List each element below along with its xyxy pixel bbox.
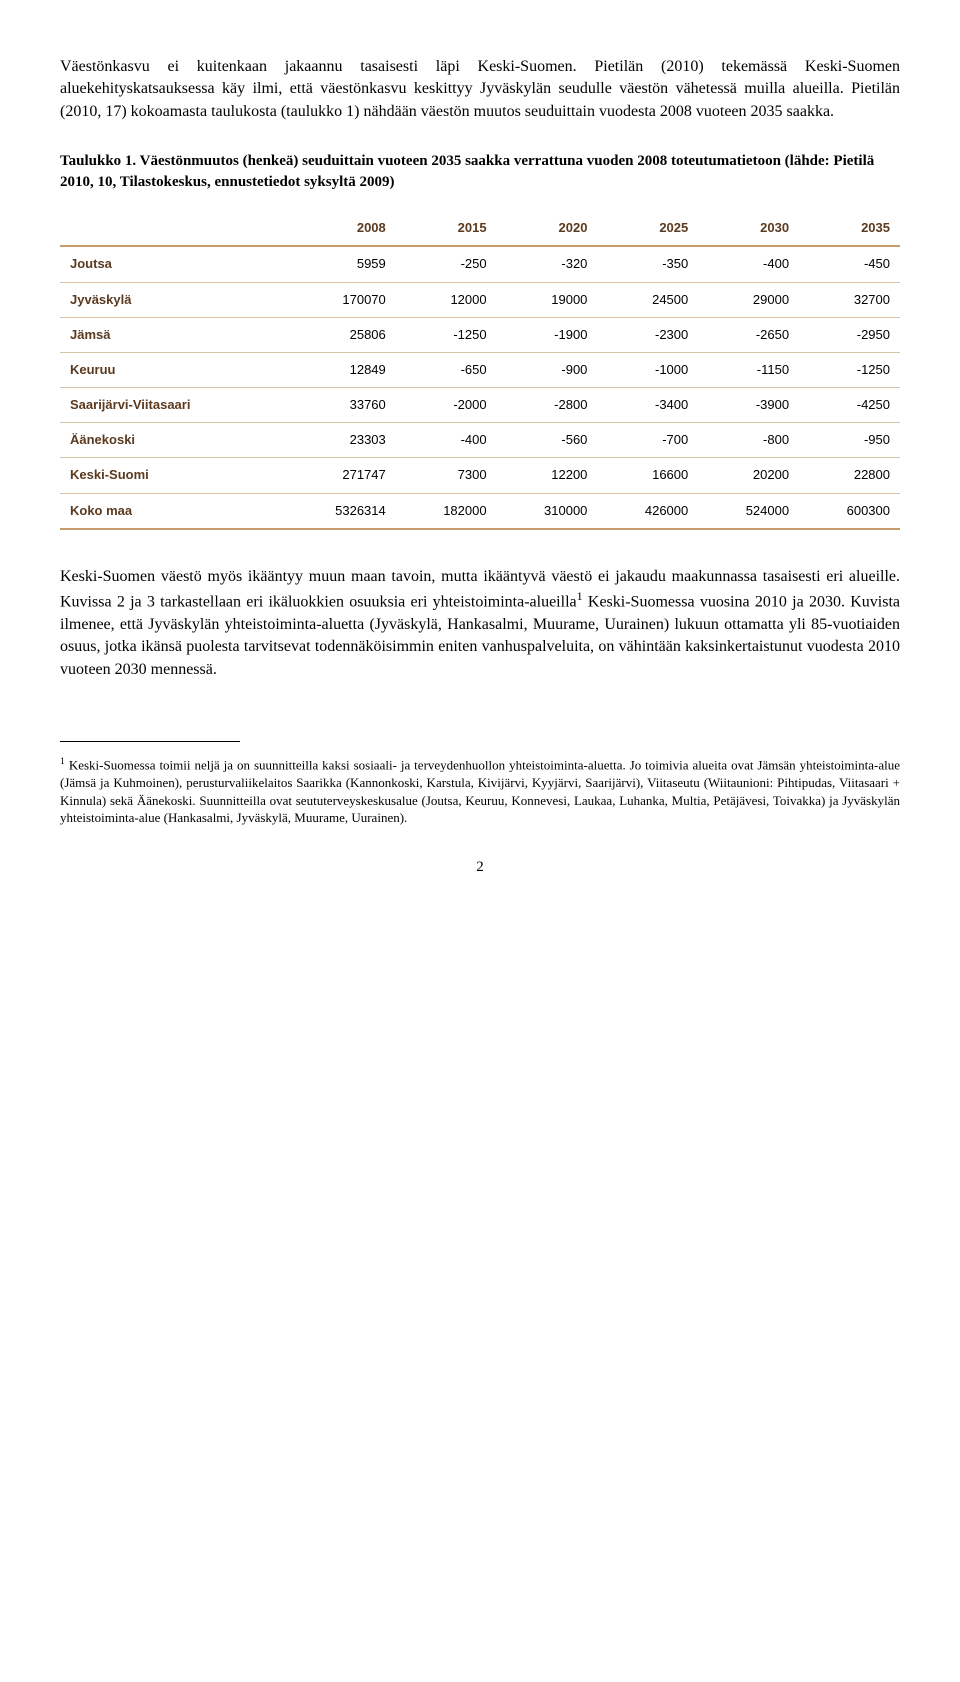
cell-value: 5959 xyxy=(283,246,395,282)
cell-value: 271747 xyxy=(283,458,395,493)
cell-value: 12000 xyxy=(396,282,497,317)
cell-value: 12849 xyxy=(283,352,395,387)
cell-region: Koko maa xyxy=(60,493,283,529)
cell-region: Joutsa xyxy=(60,246,283,282)
cell-value: -400 xyxy=(698,246,799,282)
col-2030: 2030 xyxy=(698,211,799,246)
col-2020: 2020 xyxy=(497,211,598,246)
table-row: Joutsa5959-250-320-350-400-450 xyxy=(60,246,900,282)
cell-value: -800 xyxy=(698,423,799,458)
cell-value: 33760 xyxy=(283,388,395,423)
cell-region: Jämsä xyxy=(60,317,283,352)
cell-value: 22800 xyxy=(799,458,900,493)
cell-value: -4250 xyxy=(799,388,900,423)
cell-value: -350 xyxy=(597,246,698,282)
cell-value: -450 xyxy=(799,246,900,282)
cell-value: -250 xyxy=(396,246,497,282)
cell-value: -1250 xyxy=(396,317,497,352)
cell-region: Äänekoski xyxy=(60,423,283,458)
cell-value: -2000 xyxy=(396,388,497,423)
population-table: 2008 2015 2020 2025 2030 2035 Joutsa5959… xyxy=(60,211,900,530)
table-row: Koko maa53263141820003100004260005240006… xyxy=(60,493,900,529)
cell-value: 20200 xyxy=(698,458,799,493)
cell-value: 12200 xyxy=(497,458,598,493)
cell-value: 24500 xyxy=(597,282,698,317)
footnote-text: Keski-Suomessa toimii neljä ja on suunni… xyxy=(60,757,900,825)
cell-value: -2650 xyxy=(698,317,799,352)
cell-value: -950 xyxy=(799,423,900,458)
cell-value: 524000 xyxy=(698,493,799,529)
table-caption: Taulukko 1. Väestönmuutos (henkeä) seudu… xyxy=(60,151,900,193)
cell-value: -700 xyxy=(597,423,698,458)
footnote-1: 1 Keski-Suomessa toimii neljä ja on suun… xyxy=(60,755,900,827)
cell-value: -560 xyxy=(497,423,598,458)
cell-value: 182000 xyxy=(396,493,497,529)
table-row: Keski-Suomi27174773001220016600202002280… xyxy=(60,458,900,493)
cell-region: Jyväskylä xyxy=(60,282,283,317)
cell-value: -1150 xyxy=(698,352,799,387)
cell-value: -1900 xyxy=(497,317,598,352)
cell-value: 7300 xyxy=(396,458,497,493)
cell-value: 23303 xyxy=(283,423,395,458)
cell-value: 29000 xyxy=(698,282,799,317)
col-2008: 2008 xyxy=(283,211,395,246)
col-2015: 2015 xyxy=(396,211,497,246)
paragraph-1: Väestönkasvu ei kuitenkaan jakaannu tasa… xyxy=(60,56,900,123)
cell-value: -2950 xyxy=(799,317,900,352)
cell-value: -650 xyxy=(396,352,497,387)
table-row: Saarijärvi-Viitasaari33760-2000-2800-340… xyxy=(60,388,900,423)
cell-value: -900 xyxy=(497,352,598,387)
cell-value: -3400 xyxy=(597,388,698,423)
cell-value: 5326314 xyxy=(283,493,395,529)
cell-value: 600300 xyxy=(799,493,900,529)
paragraph-2: Keski-Suomen väestö myös ikääntyy muun m… xyxy=(60,566,900,681)
cell-value: 32700 xyxy=(799,282,900,317)
cell-value: -320 xyxy=(497,246,598,282)
table-row: Keuruu12849-650-900-1000-1150-1250 xyxy=(60,352,900,387)
cell-value: 426000 xyxy=(597,493,698,529)
cell-value: -3900 xyxy=(698,388,799,423)
page-number: 2 xyxy=(60,857,900,878)
table-row: Jyväskylä1700701200019000245002900032700 xyxy=(60,282,900,317)
cell-region: Saarijärvi-Viitasaari xyxy=(60,388,283,423)
cell-value: 170070 xyxy=(283,282,395,317)
cell-region: Keuruu xyxy=(60,352,283,387)
col-region xyxy=(60,211,283,246)
cell-region: Keski-Suomi xyxy=(60,458,283,493)
footnote-separator xyxy=(60,741,240,742)
cell-value: -2300 xyxy=(597,317,698,352)
table-header-row: 2008 2015 2020 2025 2030 2035 xyxy=(60,211,900,246)
cell-value: -1000 xyxy=(597,352,698,387)
col-2025: 2025 xyxy=(597,211,698,246)
cell-value: 16600 xyxy=(597,458,698,493)
cell-value: 19000 xyxy=(497,282,598,317)
table-row: Äänekoski23303-400-560-700-800-950 xyxy=(60,423,900,458)
cell-value: -400 xyxy=(396,423,497,458)
cell-value: -1250 xyxy=(799,352,900,387)
col-2035: 2035 xyxy=(799,211,900,246)
table-row: Jämsä25806-1250-1900-2300-2650-2950 xyxy=(60,317,900,352)
cell-value: -2800 xyxy=(497,388,598,423)
cell-value: 25806 xyxy=(283,317,395,352)
cell-value: 310000 xyxy=(497,493,598,529)
